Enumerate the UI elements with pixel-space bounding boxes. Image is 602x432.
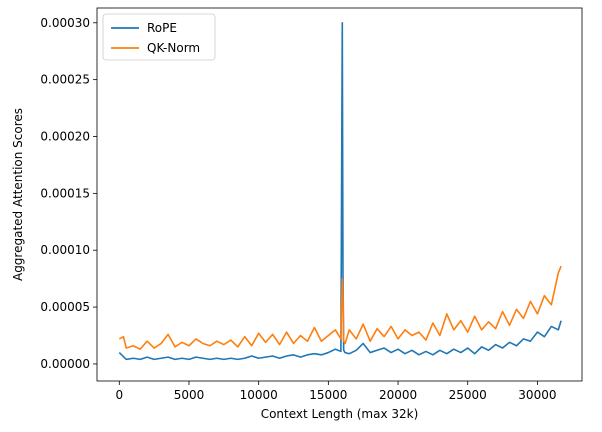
y-tick-label: 0.00030	[40, 16, 90, 30]
y-axis-label: Aggregated Attention Scores	[11, 108, 25, 281]
x-tick-label: 0	[115, 388, 123, 402]
y-tick-label: 0.00000	[40, 357, 90, 371]
y-tick-label: 0.00025	[40, 73, 90, 87]
plot-frame	[96, 7, 583, 382]
x-tick-label: 25000	[449, 388, 487, 402]
y-tick-label: 0.00020	[40, 130, 90, 144]
y-axis-ticks: 0.00000 0.00005 0.00010 0.00015 0.00020 0.000…	[40, 16, 97, 371]
series-line-rope	[118, 21, 562, 361]
legend-label: RoPE	[147, 21, 177, 35]
x-axis-ticks: 0 5000 10000 15000 20000 25000 30000	[115, 381, 556, 402]
series-line-qk-norm	[118, 265, 562, 350]
legend-label: QK-Norm	[147, 41, 200, 55]
y-tick-label: 0.00010	[40, 243, 90, 257]
x-tick-label: 10000	[240, 388, 278, 402]
legend: RoPE QK-Norm	[102, 13, 216, 61]
y-tick-label: 0.00005	[40, 300, 90, 314]
plot-area	[118, 21, 562, 361]
y-tick-label: 0.00015	[40, 186, 90, 200]
x-tick-label: 15000	[309, 388, 347, 402]
x-axis-label: Context Length (max 32k)	[261, 407, 419, 421]
x-tick-label: 20000	[379, 388, 417, 402]
x-tick-label: 5000	[174, 388, 205, 402]
x-tick-label: 30000	[518, 388, 556, 402]
